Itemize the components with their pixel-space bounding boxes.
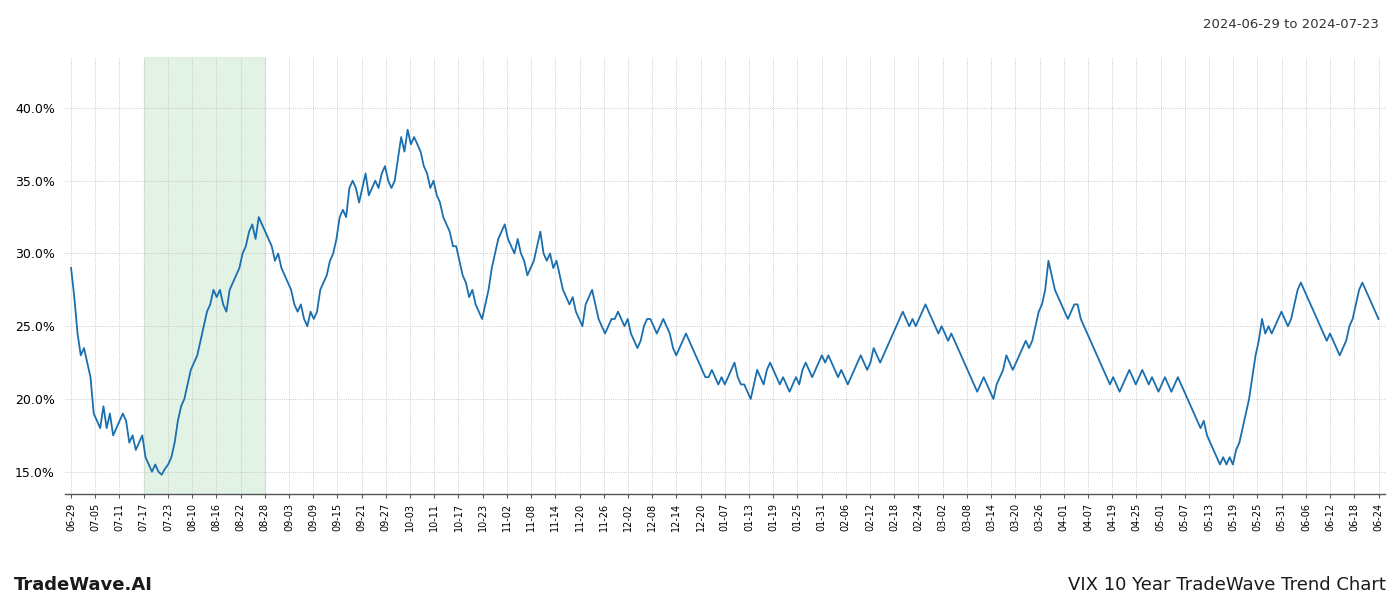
Text: TradeWave.AI: TradeWave.AI (14, 576, 153, 594)
Bar (144, 57, 265, 494)
Text: VIX 10 Year TradeWave Trend Chart: VIX 10 Year TradeWave Trend Chart (1068, 576, 1386, 594)
Text: 2024-06-29 to 2024-07-23: 2024-06-29 to 2024-07-23 (1203, 18, 1379, 31)
